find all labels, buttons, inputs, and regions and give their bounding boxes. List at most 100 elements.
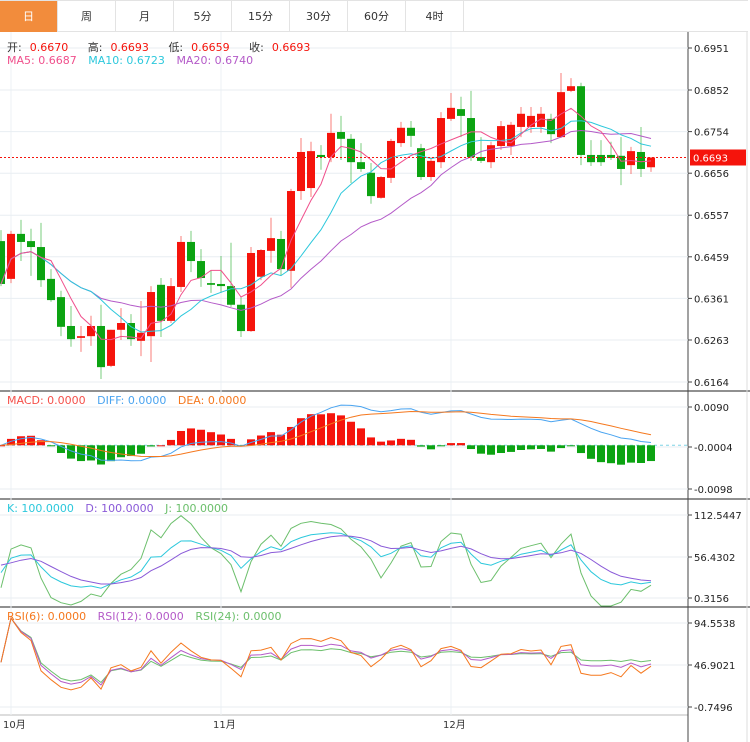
d-line [0, 535, 652, 585]
tab-5min[interactable]: 5分 [174, 1, 232, 32]
candle [67, 306, 75, 347]
candle-body [387, 140, 395, 178]
macd-bar [627, 445, 635, 463]
candle-body [377, 177, 385, 198]
candle-body [627, 151, 635, 166]
tab-week[interactable]: 周 [58, 1, 116, 32]
ma20-line [0, 129, 652, 311]
macd-bar [37, 440, 45, 446]
candle-body [217, 283, 225, 287]
candle-body [167, 286, 175, 321]
tab-15min[interactable]: 15分 [232, 1, 290, 32]
candle [17, 219, 25, 262]
price-tick-label: 0.6263 [694, 336, 729, 347]
candle [637, 126, 645, 178]
macd-bar [567, 445, 575, 447]
macd-bar [437, 445, 445, 447]
macd-bar [17, 436, 25, 446]
candle [267, 217, 275, 263]
candle [327, 113, 335, 163]
candle-body [427, 160, 435, 178]
macd-tick-label: -0.0004 [694, 443, 733, 454]
macd-bar [107, 445, 115, 462]
macd-bar [527, 445, 535, 450]
candle [197, 249, 205, 287]
candle-body [57, 297, 65, 327]
macd-bar [207, 432, 215, 446]
macd-bar [117, 445, 125, 458]
candle-body [97, 325, 105, 368]
macd-bar [507, 445, 515, 452]
candle-body [287, 191, 295, 271]
kdj-legend: K: 100.0000 D: 100.0000 J: 100.0000 [7, 502, 236, 515]
candle [47, 269, 55, 302]
candle-body [0, 241, 5, 284]
rsi6-value: RSI(6): 0.0000 [7, 610, 87, 623]
price-tick-label: 0.6361 [694, 294, 729, 305]
macd-bar [127, 445, 135, 457]
tab-30min[interactable]: 30分 [290, 1, 348, 32]
candle [127, 314, 135, 346]
macd-bar [197, 429, 205, 446]
macd-bar [177, 430, 185, 446]
ma-legend: MA5: 0.6687 MA10: 0.6723 MA20: 0.6740 [7, 54, 261, 67]
candle [387, 138, 395, 183]
candle [97, 304, 105, 380]
candle [297, 137, 305, 200]
candle-body [277, 238, 285, 270]
rsi12-line [0, 617, 652, 686]
candle [547, 113, 555, 144]
macd-bar [27, 435, 35, 446]
price-tick-label: 0.6852 [694, 86, 729, 97]
macd-bar [47, 445, 55, 447]
price-tick-label: 0.6557 [694, 211, 729, 222]
candle [647, 157, 655, 172]
candle-body [417, 148, 425, 178]
candle-body [567, 86, 575, 91]
candle-body [497, 126, 505, 147]
candle [27, 228, 35, 276]
macd-bar [397, 438, 405, 446]
candle [397, 121, 405, 147]
candle-body [357, 162, 365, 169]
macd-bar [597, 445, 605, 463]
close-value: 0.6693 [271, 41, 311, 54]
candle [57, 290, 65, 337]
macd-bar [267, 432, 275, 446]
dea-line [0, 410, 652, 457]
candle-body [607, 154, 615, 158]
candle-body [237, 304, 245, 332]
x-axis-label: 10月 [3, 719, 26, 731]
candle-body [457, 109, 465, 116]
candle [107, 329, 115, 368]
candle-body [617, 155, 625, 169]
current-price-badge [690, 149, 746, 166]
candle [447, 92, 455, 121]
macd-bar [257, 435, 265, 446]
macd-tick-label: -0.0098 [694, 485, 733, 496]
j-value: J: 100.0000 [165, 502, 229, 515]
tab-4hour[interactable]: 4时 [406, 1, 464, 32]
candle-body [17, 233, 25, 242]
candle-body [337, 132, 345, 139]
candle [287, 188, 295, 288]
price-tick-label: 0.6164 [694, 378, 729, 389]
candle-body [117, 323, 125, 330]
rsi-tick-label: 46.9021 [694, 661, 735, 672]
tab-day[interactable]: 日 [0, 1, 58, 32]
macd-bar [147, 445, 155, 447]
tab-month[interactable]: 月 [116, 1, 174, 32]
macd-bar [67, 445, 75, 459]
tab-60min[interactable]: 60分 [348, 1, 406, 32]
macd-bar [357, 428, 365, 446]
macd-bar [367, 437, 375, 446]
candle-body [257, 250, 265, 277]
rsi6-line [0, 616, 652, 691]
candle [517, 106, 525, 138]
macd-bar [167, 439, 175, 446]
candle-body [637, 151, 645, 169]
open-label: 开: [7, 41, 22, 54]
candle [407, 120, 415, 147]
macd-bar [97, 445, 105, 465]
